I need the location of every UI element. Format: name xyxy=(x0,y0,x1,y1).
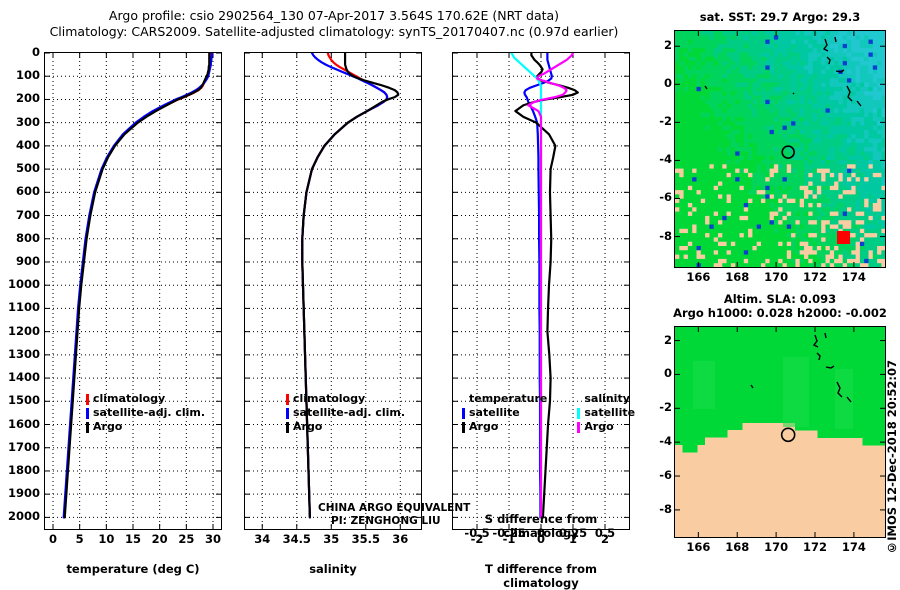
sst-map-title: sat. SST: 29.7 Argo: 29.3 xyxy=(699,10,861,24)
legend-color-swatch xyxy=(86,407,89,419)
legend-item: satellite xyxy=(462,406,547,420)
legend-color-swatch xyxy=(286,407,289,419)
legend-label: Argo xyxy=(93,420,123,433)
legend-item: climatology xyxy=(86,392,205,406)
title-line-1: Argo profile: csio 2902564_130 07-Apr-20… xyxy=(108,8,560,23)
profile-legend: climatology satellite-adj. clim. Argo xyxy=(86,392,205,434)
legend-group-heading: salinity xyxy=(584,392,630,405)
difference-profile-panel xyxy=(452,52,630,530)
legend-color-swatch xyxy=(462,407,465,419)
profile-legend: climatology satellite-adj. clim. Argo xyxy=(286,392,405,434)
salinity-profile-panel xyxy=(244,52,422,530)
title-line-2: Climatology: CARS2009. Satellite-adjuste… xyxy=(49,24,619,39)
legend-group-heading: temperature xyxy=(469,392,548,405)
legend-color-swatch xyxy=(462,421,465,433)
legend-item: Argo xyxy=(86,420,205,434)
legend-label: climatology xyxy=(93,392,166,405)
legend-color-swatch xyxy=(86,393,89,405)
altimetry-map-title: Altim. SLA: 0.093 Argo h1000: 0.028 h200… xyxy=(668,292,892,320)
legend-item: satellite xyxy=(577,406,635,420)
legend-item: Argo xyxy=(577,420,635,434)
legend-item: satellite-adj. clim. xyxy=(86,406,205,420)
salinity-plot-area xyxy=(245,53,421,529)
copyright-text: ©IMOS 12-Dec-2018 20:52:07 xyxy=(885,360,899,555)
legend-color-swatch xyxy=(286,421,289,433)
legend-color-swatch xyxy=(286,393,289,405)
temperature-profile-panel xyxy=(44,52,222,530)
legend-item: satellite-adj. clim. xyxy=(286,406,405,420)
figure-title: Argo profile: csio 2902564_130 07-Apr-20… xyxy=(0,8,668,40)
legend-label: Argo xyxy=(293,420,323,433)
legend-color-swatch xyxy=(86,421,89,433)
sst-map-panel xyxy=(674,30,886,268)
altimetry-argo-line: Argo h1000: 0.028 h2000: -0.002 xyxy=(673,306,887,320)
salinity-axis-title: salinity xyxy=(309,562,357,576)
legend-label: satellite-adj. clim. xyxy=(93,406,206,419)
legend-label: satellite-adj. clim. xyxy=(293,406,406,419)
t-difference-axis-title: T difference from climatology xyxy=(485,562,597,590)
difference-plot-area xyxy=(453,53,629,529)
altimetry-map-area xyxy=(675,327,885,537)
legend-label: satellite xyxy=(584,406,636,419)
legend-color-swatch xyxy=(577,407,581,419)
legend-label: Argo xyxy=(584,420,614,433)
legend-group: salinity satellite Argo xyxy=(577,392,635,434)
legend-color-swatch xyxy=(577,421,581,433)
sst-map-area xyxy=(675,31,885,267)
difference-legend: temperature satellite Argo salinity satellit… xyxy=(462,392,635,434)
legend-group: temperature satellite Argo xyxy=(462,392,547,434)
temperature-axis-title: temperature (deg C) xyxy=(66,562,200,576)
legend-item: Argo xyxy=(286,420,405,434)
s-difference-axis-title: S difference from climatology xyxy=(484,512,598,540)
legend-label: Argo xyxy=(469,420,499,433)
legend-label: satellite xyxy=(469,406,520,419)
temperature-plot-area xyxy=(45,53,221,529)
legend-label: climatology xyxy=(293,392,366,405)
altimetry-sla-line: Altim. SLA: 0.093 xyxy=(723,292,837,306)
altimetry-map-panel xyxy=(674,326,886,538)
legend-item: climatology xyxy=(286,392,405,406)
legend-item: Argo xyxy=(462,420,547,434)
